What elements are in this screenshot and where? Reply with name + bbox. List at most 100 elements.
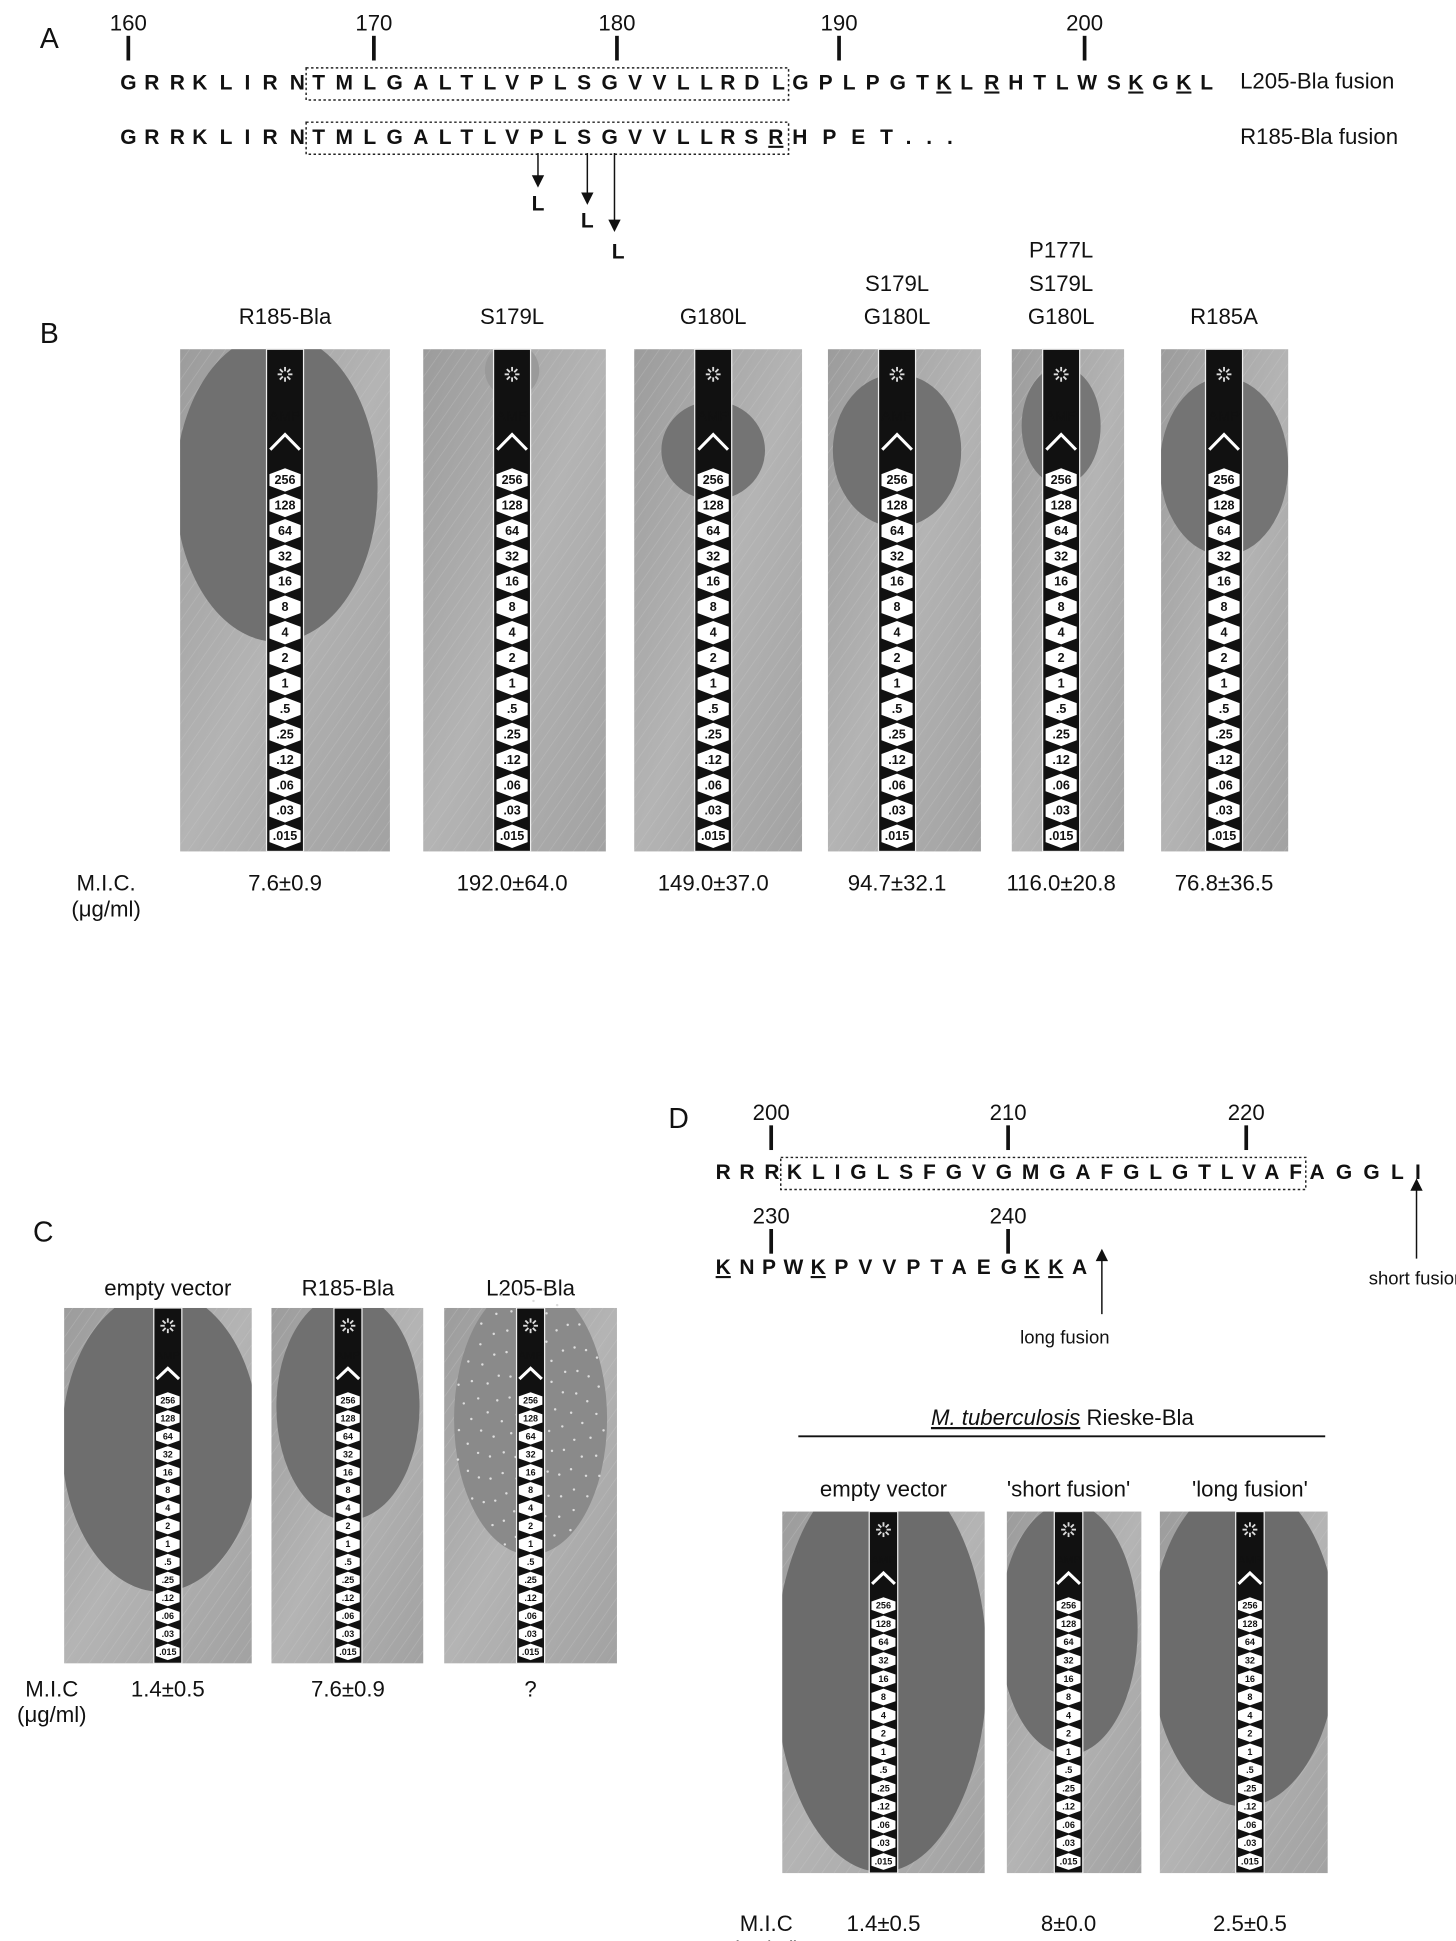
residue-number: 240: [990, 1204, 1027, 1229]
colony: [573, 1488, 575, 1490]
colony: [547, 1495, 549, 1497]
figure: A160170180190200GRRKLIRNTMLGALTLVPLSGVVL…: [0, 0, 1456, 1941]
colony: [587, 1375, 589, 1377]
strip-scale-label: .12: [524, 1593, 536, 1603]
colony: [513, 1510, 515, 1512]
substitution: L: [581, 210, 594, 233]
strip-scale-label: 1: [894, 676, 901, 690]
colony: [597, 1385, 599, 1387]
strip-drug: AMP: [697, 409, 729, 425]
strip-scale-label: .015: [500, 829, 524, 843]
strip-drug: AMP: [1045, 409, 1077, 425]
strip-scale-label: 8: [509, 600, 516, 614]
sequence-segment: K: [716, 1256, 731, 1279]
strip-scale-label: .12: [877, 1802, 890, 1812]
substitution: L: [532, 192, 545, 215]
strip-scale-label: 256: [340, 1395, 355, 1405]
colony: [466, 1443, 468, 1445]
strip-scale-label: 256: [887, 473, 908, 487]
sequence-segment: K: [1048, 1256, 1063, 1279]
etest-strip: AMP2561286432168421.5.25.12.06.03.015: [494, 349, 531, 851]
colony: [563, 1449, 565, 1451]
strip-scale-label: .06: [342, 1611, 354, 1621]
strip-scale-label: 16: [526, 1467, 536, 1477]
residue-number: 200: [753, 1100, 790, 1125]
strip-scale-label: 16: [1063, 1674, 1073, 1684]
colony: [551, 1450, 553, 1452]
strip-scale-label: 4: [1058, 626, 1065, 640]
strip-scale-label: .5: [1246, 1765, 1254, 1775]
strip-scale-label: 128: [703, 498, 724, 512]
strip-scale-label: 256: [1051, 473, 1072, 487]
strip-scale-label: 2: [894, 651, 901, 665]
colony: [509, 1375, 511, 1377]
strip-scale-label: .5: [708, 702, 719, 716]
residue-number: 200: [1066, 11, 1103, 36]
strip-scale-label: 1: [1221, 676, 1228, 690]
sequence-segment: K: [1128, 71, 1143, 94]
mic-unit: (μg/ml): [71, 897, 141, 922]
panel-label: A: [40, 23, 59, 55]
colony: [467, 1360, 469, 1362]
strip-scale-label: .015: [1241, 1857, 1259, 1867]
colony: [595, 1454, 597, 1456]
arrow-head: [581, 193, 593, 205]
sequence-segment: DL: [744, 71, 785, 94]
strip-scale-label: 32: [890, 549, 904, 563]
colony: [501, 1472, 503, 1474]
strip-drug: AMP: [496, 409, 528, 425]
plate-title: G180L: [680, 304, 747, 329]
strip-scale-label: .03: [1215, 804, 1232, 818]
colony: [503, 1451, 505, 1453]
colony: [596, 1356, 598, 1358]
strip-scale-label: 4: [528, 1503, 533, 1513]
sequence-segment: KLIGLSFGVGMGAFGLGTLVAF: [787, 1161, 1302, 1184]
strip-scale-label: .12: [276, 753, 294, 767]
plate-title: R185-Bla: [302, 1275, 395, 1300]
residue-number: 170: [355, 11, 392, 36]
colony: [554, 1408, 556, 1410]
strip-scale-label: 32: [278, 549, 292, 563]
sequence-segment: K: [1176, 71, 1191, 94]
strip-scale-label: 64: [890, 524, 904, 538]
colony: [598, 1475, 600, 1477]
sequence-segment: HPET...: [792, 126, 953, 149]
arrow-head: [1096, 1249, 1108, 1261]
etest-strip: AMP2561286432168421.5.25.12.06.03.015: [334, 1308, 362, 1663]
mic-value: 7.6±0.9: [248, 871, 322, 896]
strip-scale-label: 256: [502, 473, 523, 487]
page: { "panel_a": { "label": "A", "ticks": [1…: [0, 0, 1456, 1941]
strip-scale-label: 256: [160, 1395, 175, 1405]
strip-drug: AMP: [269, 409, 301, 425]
sequence-segment: KLIRN: [192, 71, 305, 94]
sequence-segment: PVVPTAEG: [834, 1256, 1017, 1279]
strip-scale-label: 128: [1061, 1619, 1076, 1629]
strip-scale-label: .25: [524, 1575, 536, 1585]
strip-scale-label: 4: [894, 626, 901, 640]
colony: [576, 1370, 578, 1372]
colony: [573, 1346, 575, 1348]
strip-scale-label: 8: [1058, 600, 1065, 614]
colony: [457, 1384, 459, 1386]
strip-scale-label: 64: [878, 1637, 889, 1647]
strip-scale-label: .12: [342, 1593, 354, 1603]
strip-scale-label: 32: [163, 1449, 173, 1459]
colony: [467, 1470, 469, 1472]
plate-title: S179L: [1029, 271, 1093, 296]
sequence-segment: AGGLI: [1309, 1161, 1420, 1184]
strip-scale-label: 2: [282, 651, 289, 665]
colony: [545, 1341, 547, 1343]
strip-scale-label: 32: [706, 549, 720, 563]
plate-title: empty vector: [104, 1275, 232, 1300]
strip-scale-label: 64: [1054, 524, 1068, 538]
colony: [457, 1458, 459, 1460]
strip-scale-label: .12: [1062, 1802, 1075, 1812]
strip-scale-label: .03: [1052, 804, 1070, 818]
colony: [495, 1313, 497, 1315]
strip-scale-label: .06: [888, 778, 905, 792]
strip-scale-label: 32: [1217, 549, 1231, 563]
strip-scale-label: 16: [1217, 575, 1231, 589]
colony: [542, 1289, 544, 1291]
panel-label: D: [668, 1103, 688, 1135]
etest-strip: AMP2561286432168421.5.25.12.06.03.015: [154, 1308, 182, 1663]
